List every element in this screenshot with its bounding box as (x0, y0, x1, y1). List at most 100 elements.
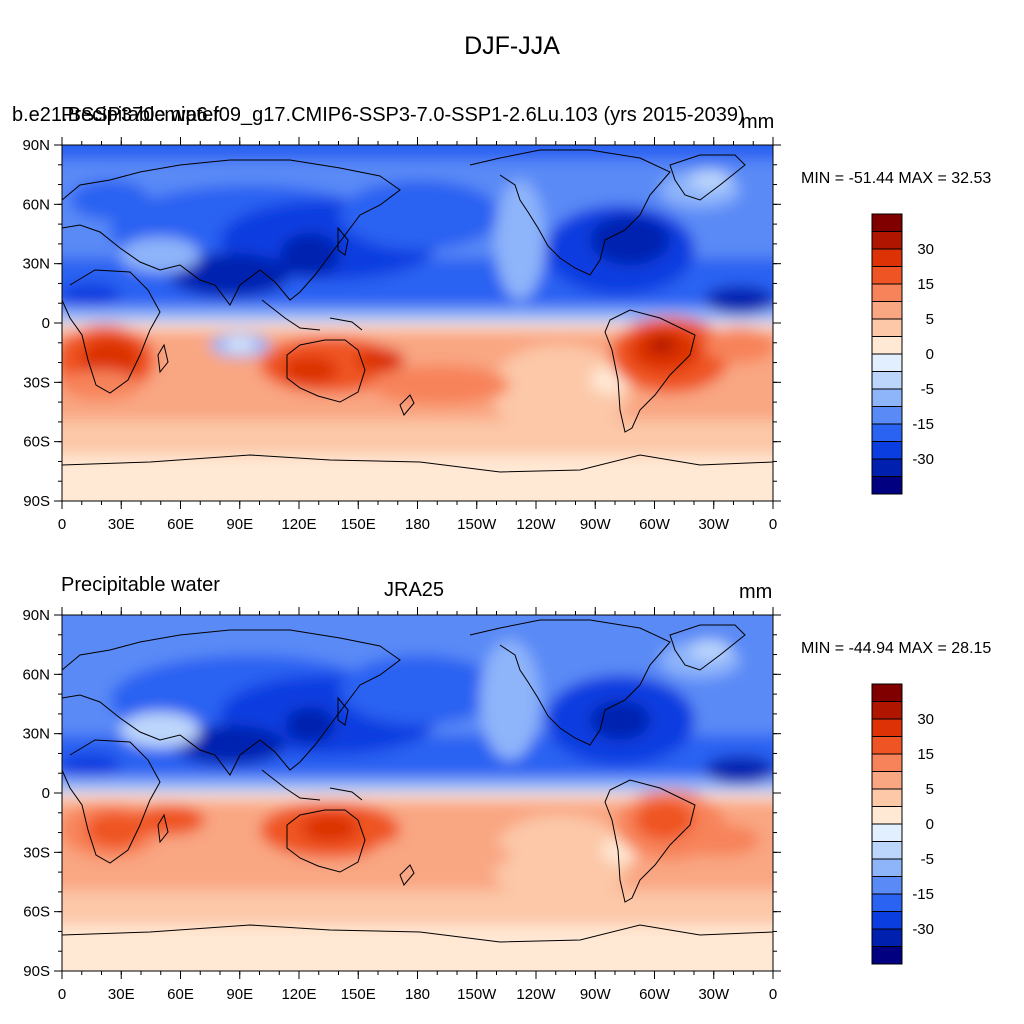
x-tick-label: 90W (580, 516, 612, 533)
colorbar-swatch (871, 928, 903, 947)
colorbar-label: 30 (917, 711, 934, 728)
panel-1-coastlines (62, 149, 773, 473)
colorbar-label: -5 (921, 851, 934, 868)
y-tick-label: 60N (22, 196, 50, 213)
colorbar-swatch (871, 771, 903, 790)
colorbar-swatch (871, 753, 903, 772)
colorbar-swatch (871, 248, 903, 267)
colorbar-swatch (871, 476, 903, 495)
panel-1-axis-ticks: 0 30E 60E 90E 120E 150E 180 150W 120W 90W 60W 30W 09… (22, 137, 781, 533)
x-tick-label: 30W (698, 986, 730, 1003)
colorbar-swatch (871, 423, 903, 442)
panel-2-colorbar: 30 15 5 0 -5 -15 -30 (871, 683, 934, 965)
x-tick-label: 30E (108, 516, 135, 533)
panel-1-min-max: MIN = -51.44 MAX = 32.53 (801, 170, 992, 187)
panel-2-min-max: MIN = -44.94 MAX = 28.15 (801, 640, 992, 657)
y-tick-label: 30S (23, 374, 50, 391)
colorbar-swatch (871, 406, 903, 425)
x-tick-label: 120W (516, 986, 556, 1003)
colorbar-swatch (871, 388, 903, 407)
colorbar-swatch (871, 683, 903, 702)
colorbar-swatch (871, 458, 903, 477)
y-tick-label: 30N (22, 726, 50, 743)
colorbar-swatch (871, 841, 903, 860)
colorbar-swatch (871, 946, 903, 965)
colorbar-swatch (871, 441, 903, 460)
panel-1-left-title: Precipitable water (61, 104, 220, 126)
y-tick-label: 30S (23, 844, 50, 861)
x-tick-label: 150E (341, 986, 376, 1003)
x-tick-label: 30E (108, 986, 135, 1003)
x-tick-label: 180 (405, 986, 430, 1003)
colorbar-swatch (871, 858, 903, 877)
colorbar-swatch (871, 718, 903, 737)
x-tick-label: 0 (58, 516, 66, 533)
y-tick-label: 0 (42, 785, 50, 802)
y-tick-label: 60S (23, 904, 50, 921)
x-tick-label: 120W (516, 516, 556, 533)
colorbar-label: 15 (917, 746, 934, 763)
colorbar-swatch (871, 876, 903, 895)
colorbar-swatch (871, 266, 903, 285)
x-tick-label: 0 (769, 986, 777, 1003)
x-tick-label: 90E (226, 986, 253, 1003)
colorbar-swatch (871, 336, 903, 355)
x-tick-label: 120E (281, 986, 316, 1003)
y-tick-label: 90S (23, 493, 50, 510)
x-tick-label: 150W (457, 986, 497, 1003)
x-tick-label: 90E (226, 516, 253, 533)
colorbar-swatch (871, 893, 903, 912)
colorbar-label: -15 (912, 416, 934, 433)
x-tick-label: 150W (457, 516, 497, 533)
x-tick-label: 150E (341, 516, 376, 533)
panel-2-unit: mm (739, 581, 773, 603)
colorbar-label: -30 (912, 451, 934, 468)
panel-2-coastlines (62, 619, 773, 943)
y-tick-label: 0 (42, 315, 50, 332)
colorbar-label: -30 (912, 921, 934, 938)
colorbar-label: 5 (926, 311, 934, 328)
colorbar-label: 15 (917, 276, 934, 293)
x-tick-label: 30W (698, 516, 730, 533)
panel-1-map (62, 145, 773, 501)
x-tick-label: 60W (639, 986, 671, 1003)
panel-1-colorbar: 30 15 5 0 -5 -15 -30 (871, 213, 934, 495)
figure-title: DJF-JJA (464, 32, 560, 60)
colorbar-swatch (871, 353, 903, 372)
colorbar-swatch (871, 231, 903, 250)
x-tick-label: 120E (281, 516, 316, 533)
x-tick-label: 60W (639, 516, 671, 533)
x-tick-label: 90W (580, 986, 612, 1003)
colorbar-label: 0 (926, 816, 934, 833)
y-tick-label: 90N (22, 607, 50, 624)
x-tick-label: 180 (405, 516, 430, 533)
x-tick-label: 60E (167, 986, 194, 1003)
panel-2-left-title: Precipitable water (61, 574, 220, 596)
y-tick-label: 60S (23, 434, 50, 451)
y-tick-label: 90S (23, 963, 50, 980)
y-tick-label: 90N (22, 137, 50, 154)
x-tick-label: 60E (167, 516, 194, 533)
colorbar-swatch (871, 301, 903, 320)
colorbar-label: 30 (917, 241, 934, 258)
panel-2-center-title: JRA25 (384, 579, 445, 601)
colorbar-swatch (871, 213, 903, 232)
colorbar-swatch (871, 806, 903, 825)
y-tick-label: 60N (22, 666, 50, 683)
colorbar-swatch (871, 701, 903, 720)
colorbar-label: -5 (921, 381, 934, 398)
panel-1-unit: mm (741, 111, 775, 133)
panel-2-map (62, 615, 773, 971)
colorbar-swatch (871, 911, 903, 930)
colorbar-swatch (871, 318, 903, 337)
colorbar-swatch (871, 823, 903, 842)
colorbar-swatch (871, 371, 903, 390)
colorbar-swatch (871, 788, 903, 807)
colorbar-label: 0 (926, 346, 934, 363)
panel-2-axis-ticks: 0 30E 60E 90E 120E 150E 180 150W 120W 90W 60W 30W 09… (22, 607, 781, 1003)
x-tick-label: 0 (769, 516, 777, 533)
y-tick-label: 30N (22, 256, 50, 273)
x-tick-label: 0 (58, 986, 66, 1003)
colorbar-swatch (871, 283, 903, 302)
